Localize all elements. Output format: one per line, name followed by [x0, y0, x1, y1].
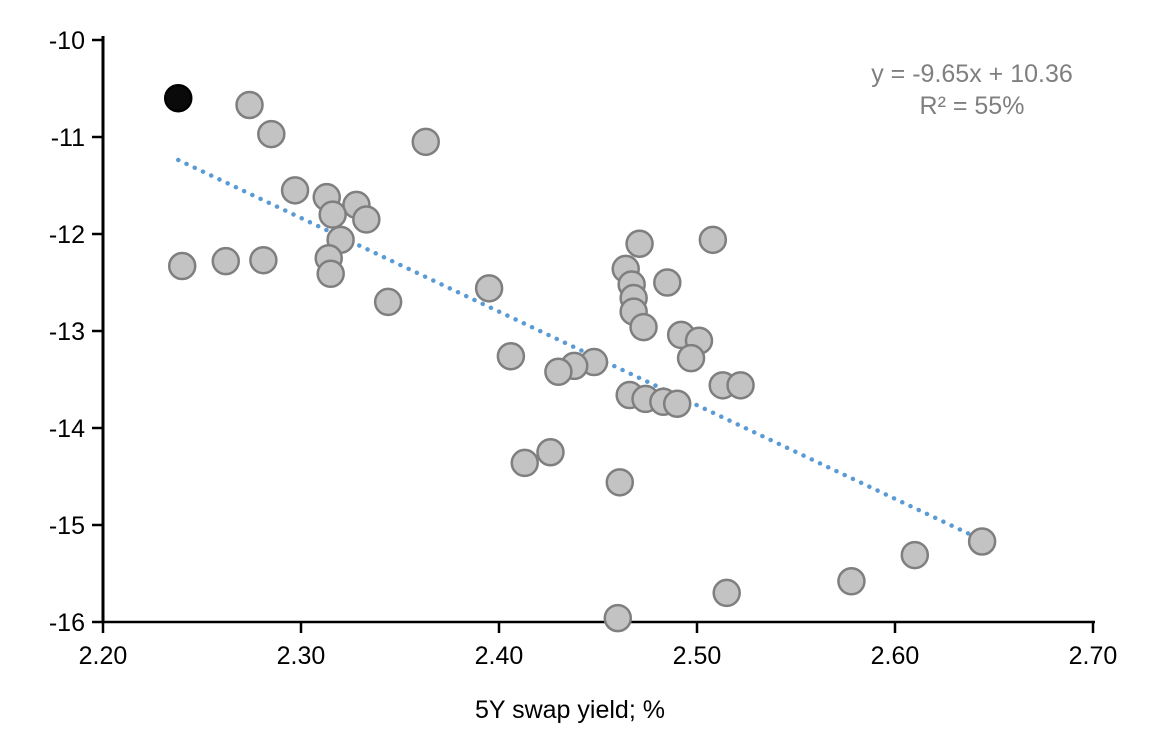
data-point — [629, 312, 658, 342]
axes — [92, 36, 1095, 633]
data-point — [726, 371, 755, 400]
regression-trendline — [175, 157, 979, 540]
y-tick-label: -10 — [49, 27, 85, 55]
data-point — [496, 341, 526, 371]
data-point — [698, 225, 728, 255]
data-point — [373, 287, 403, 317]
data-point — [544, 357, 573, 386]
r-squared-label: R² = 55% — [920, 92, 1025, 120]
x-tick-label: 2.70 — [1069, 642, 1118, 670]
tick-labels: -10 -11 -12 -13 -14 -15 -16 2.20 2.30 2.40 2.50 2.6… — [49, 27, 1117, 670]
data-point — [249, 245, 278, 275]
trendline — [175, 157, 979, 540]
data-point — [967, 527, 997, 556]
data-point — [510, 448, 539, 478]
y-tick-label: -12 — [49, 221, 85, 249]
data-point — [167, 251, 197, 281]
data-point — [411, 127, 440, 157]
trendline-equation-label: y = -9.65x + 10.36 — [871, 60, 1073, 88]
x-tick-label: 2.50 — [673, 642, 722, 670]
data-point — [257, 119, 286, 149]
highlighted-data-point — [163, 83, 193, 113]
data-point — [625, 229, 654, 258]
y-tick-label: -13 — [49, 318, 85, 346]
data-point — [900, 540, 930, 570]
x-tick-label: 2.40 — [475, 642, 524, 670]
data-point — [603, 603, 633, 633]
data-point — [837, 567, 866, 596]
data-point — [318, 200, 347, 229]
x-tick-label: 2.60 — [871, 642, 920, 670]
x-axis-title: 5Y swap yield; % — [475, 696, 665, 724]
data-point — [676, 343, 706, 373]
data-point — [653, 268, 682, 297]
y-tick-label: -11 — [51, 124, 85, 152]
data-point — [352, 205, 381, 234]
y-tick-label: -16 — [49, 609, 85, 637]
y-tick-label: -14 — [49, 415, 85, 443]
data-point — [536, 438, 565, 467]
data-point — [235, 90, 264, 120]
data-point — [280, 176, 310, 205]
data-point — [474, 274, 504, 303]
data-point — [605, 468, 635, 497]
data-point — [662, 389, 692, 418]
data-point — [712, 578, 741, 608]
data-point — [211, 246, 241, 276]
y-tick-label: -15 — [49, 512, 85, 540]
x-tick-label: 2.20 — [79, 642, 128, 670]
x-tick-label: 2.30 — [277, 642, 326, 670]
data-point — [316, 259, 345, 289]
data-points — [163, 83, 997, 633]
